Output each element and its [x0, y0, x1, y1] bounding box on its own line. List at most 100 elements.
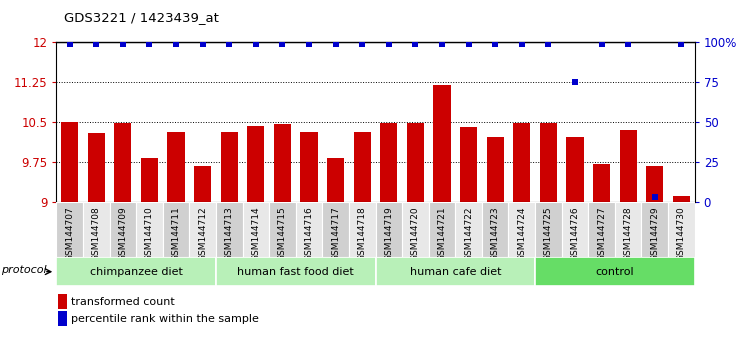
Point — [117, 41, 129, 47]
Point — [596, 41, 608, 47]
Text: GSM144718: GSM144718 — [357, 206, 366, 261]
Bar — [376, 257, 535, 286]
Bar — [455, 202, 482, 257]
Text: GSM144715: GSM144715 — [278, 206, 287, 261]
Bar — [513, 123, 530, 202]
Bar — [300, 132, 318, 202]
Bar — [167, 132, 185, 202]
Text: GSM144707: GSM144707 — [65, 206, 74, 261]
Text: chimpanzee diet: chimpanzee diet — [89, 267, 182, 277]
Text: GSM144723: GSM144723 — [490, 206, 499, 261]
Bar — [59, 294, 67, 309]
Bar — [56, 202, 83, 257]
Text: control: control — [596, 267, 634, 277]
Point — [330, 41, 342, 47]
Point — [489, 41, 501, 47]
Text: GSM144729: GSM144729 — [650, 206, 659, 261]
Text: GSM144730: GSM144730 — [677, 206, 686, 261]
Bar — [114, 123, 131, 202]
Text: GSM144717: GSM144717 — [331, 206, 340, 261]
Text: human fast food diet: human fast food diet — [237, 267, 354, 277]
Bar — [194, 166, 211, 202]
Point — [569, 80, 581, 85]
Bar — [566, 137, 584, 202]
Bar — [88, 133, 105, 202]
Bar — [136, 202, 163, 257]
Point — [90, 41, 102, 47]
Text: transformed count: transformed count — [71, 297, 175, 307]
Text: GSM144721: GSM144721 — [438, 206, 447, 261]
Bar — [380, 123, 397, 202]
Bar — [402, 202, 429, 257]
Text: GDS3221 / 1423439_at: GDS3221 / 1423439_at — [64, 11, 219, 24]
Bar — [535, 202, 562, 257]
Text: GSM144722: GSM144722 — [464, 206, 473, 261]
Bar — [646, 166, 663, 202]
Bar — [83, 202, 110, 257]
Text: human cafe diet: human cafe diet — [409, 267, 501, 277]
Point — [197, 41, 209, 47]
Text: GSM144711: GSM144711 — [171, 206, 180, 261]
Point — [675, 41, 687, 47]
Point — [250, 41, 262, 47]
Point — [170, 41, 182, 47]
Bar — [540, 123, 557, 202]
Bar — [562, 202, 588, 257]
Bar — [243, 202, 269, 257]
Point — [542, 41, 554, 47]
Text: GSM144716: GSM144716 — [304, 206, 313, 261]
Text: GSM144728: GSM144728 — [623, 206, 632, 261]
Bar — [673, 196, 690, 202]
Bar — [189, 202, 216, 257]
Bar — [460, 127, 477, 202]
Text: GSM144713: GSM144713 — [225, 206, 234, 261]
Text: protocol: protocol — [1, 265, 47, 275]
Bar — [110, 202, 136, 257]
Bar — [535, 257, 695, 286]
Point — [143, 41, 155, 47]
Bar — [216, 257, 376, 286]
Text: GSM144725: GSM144725 — [544, 206, 553, 261]
Bar — [59, 311, 67, 326]
Bar — [327, 158, 344, 202]
Bar — [620, 130, 637, 202]
Text: percentile rank within the sample: percentile rank within the sample — [71, 314, 259, 324]
Text: GSM144709: GSM144709 — [119, 206, 128, 261]
Text: GSM144710: GSM144710 — [145, 206, 154, 261]
Bar — [163, 202, 189, 257]
Point — [516, 41, 528, 47]
Bar — [588, 202, 615, 257]
Bar — [354, 132, 371, 202]
Bar — [216, 202, 243, 257]
Point — [409, 41, 421, 47]
Text: GSM144712: GSM144712 — [198, 206, 207, 261]
Bar — [487, 137, 504, 202]
Bar — [247, 126, 264, 202]
Bar — [641, 202, 668, 257]
Bar — [376, 202, 402, 257]
Text: GSM144719: GSM144719 — [385, 206, 394, 261]
Point — [649, 194, 661, 200]
Text: GSM144727: GSM144727 — [597, 206, 606, 261]
Text: GSM144726: GSM144726 — [571, 206, 580, 261]
Point — [383, 41, 395, 47]
Bar — [407, 123, 424, 202]
Point — [356, 41, 368, 47]
Point — [64, 41, 76, 47]
Text: GSM144708: GSM144708 — [92, 206, 101, 261]
Bar — [349, 202, 376, 257]
Bar — [508, 202, 535, 257]
Text: GSM144724: GSM144724 — [517, 206, 526, 261]
Point — [622, 41, 634, 47]
Text: GSM144720: GSM144720 — [411, 206, 420, 261]
Point — [303, 41, 315, 47]
Bar — [56, 257, 216, 286]
Bar — [269, 202, 296, 257]
Text: GSM144714: GSM144714 — [252, 206, 261, 261]
Bar — [140, 158, 158, 202]
Point — [463, 41, 475, 47]
Bar — [482, 202, 508, 257]
Bar — [296, 202, 322, 257]
Point — [223, 41, 235, 47]
Bar — [429, 202, 455, 257]
